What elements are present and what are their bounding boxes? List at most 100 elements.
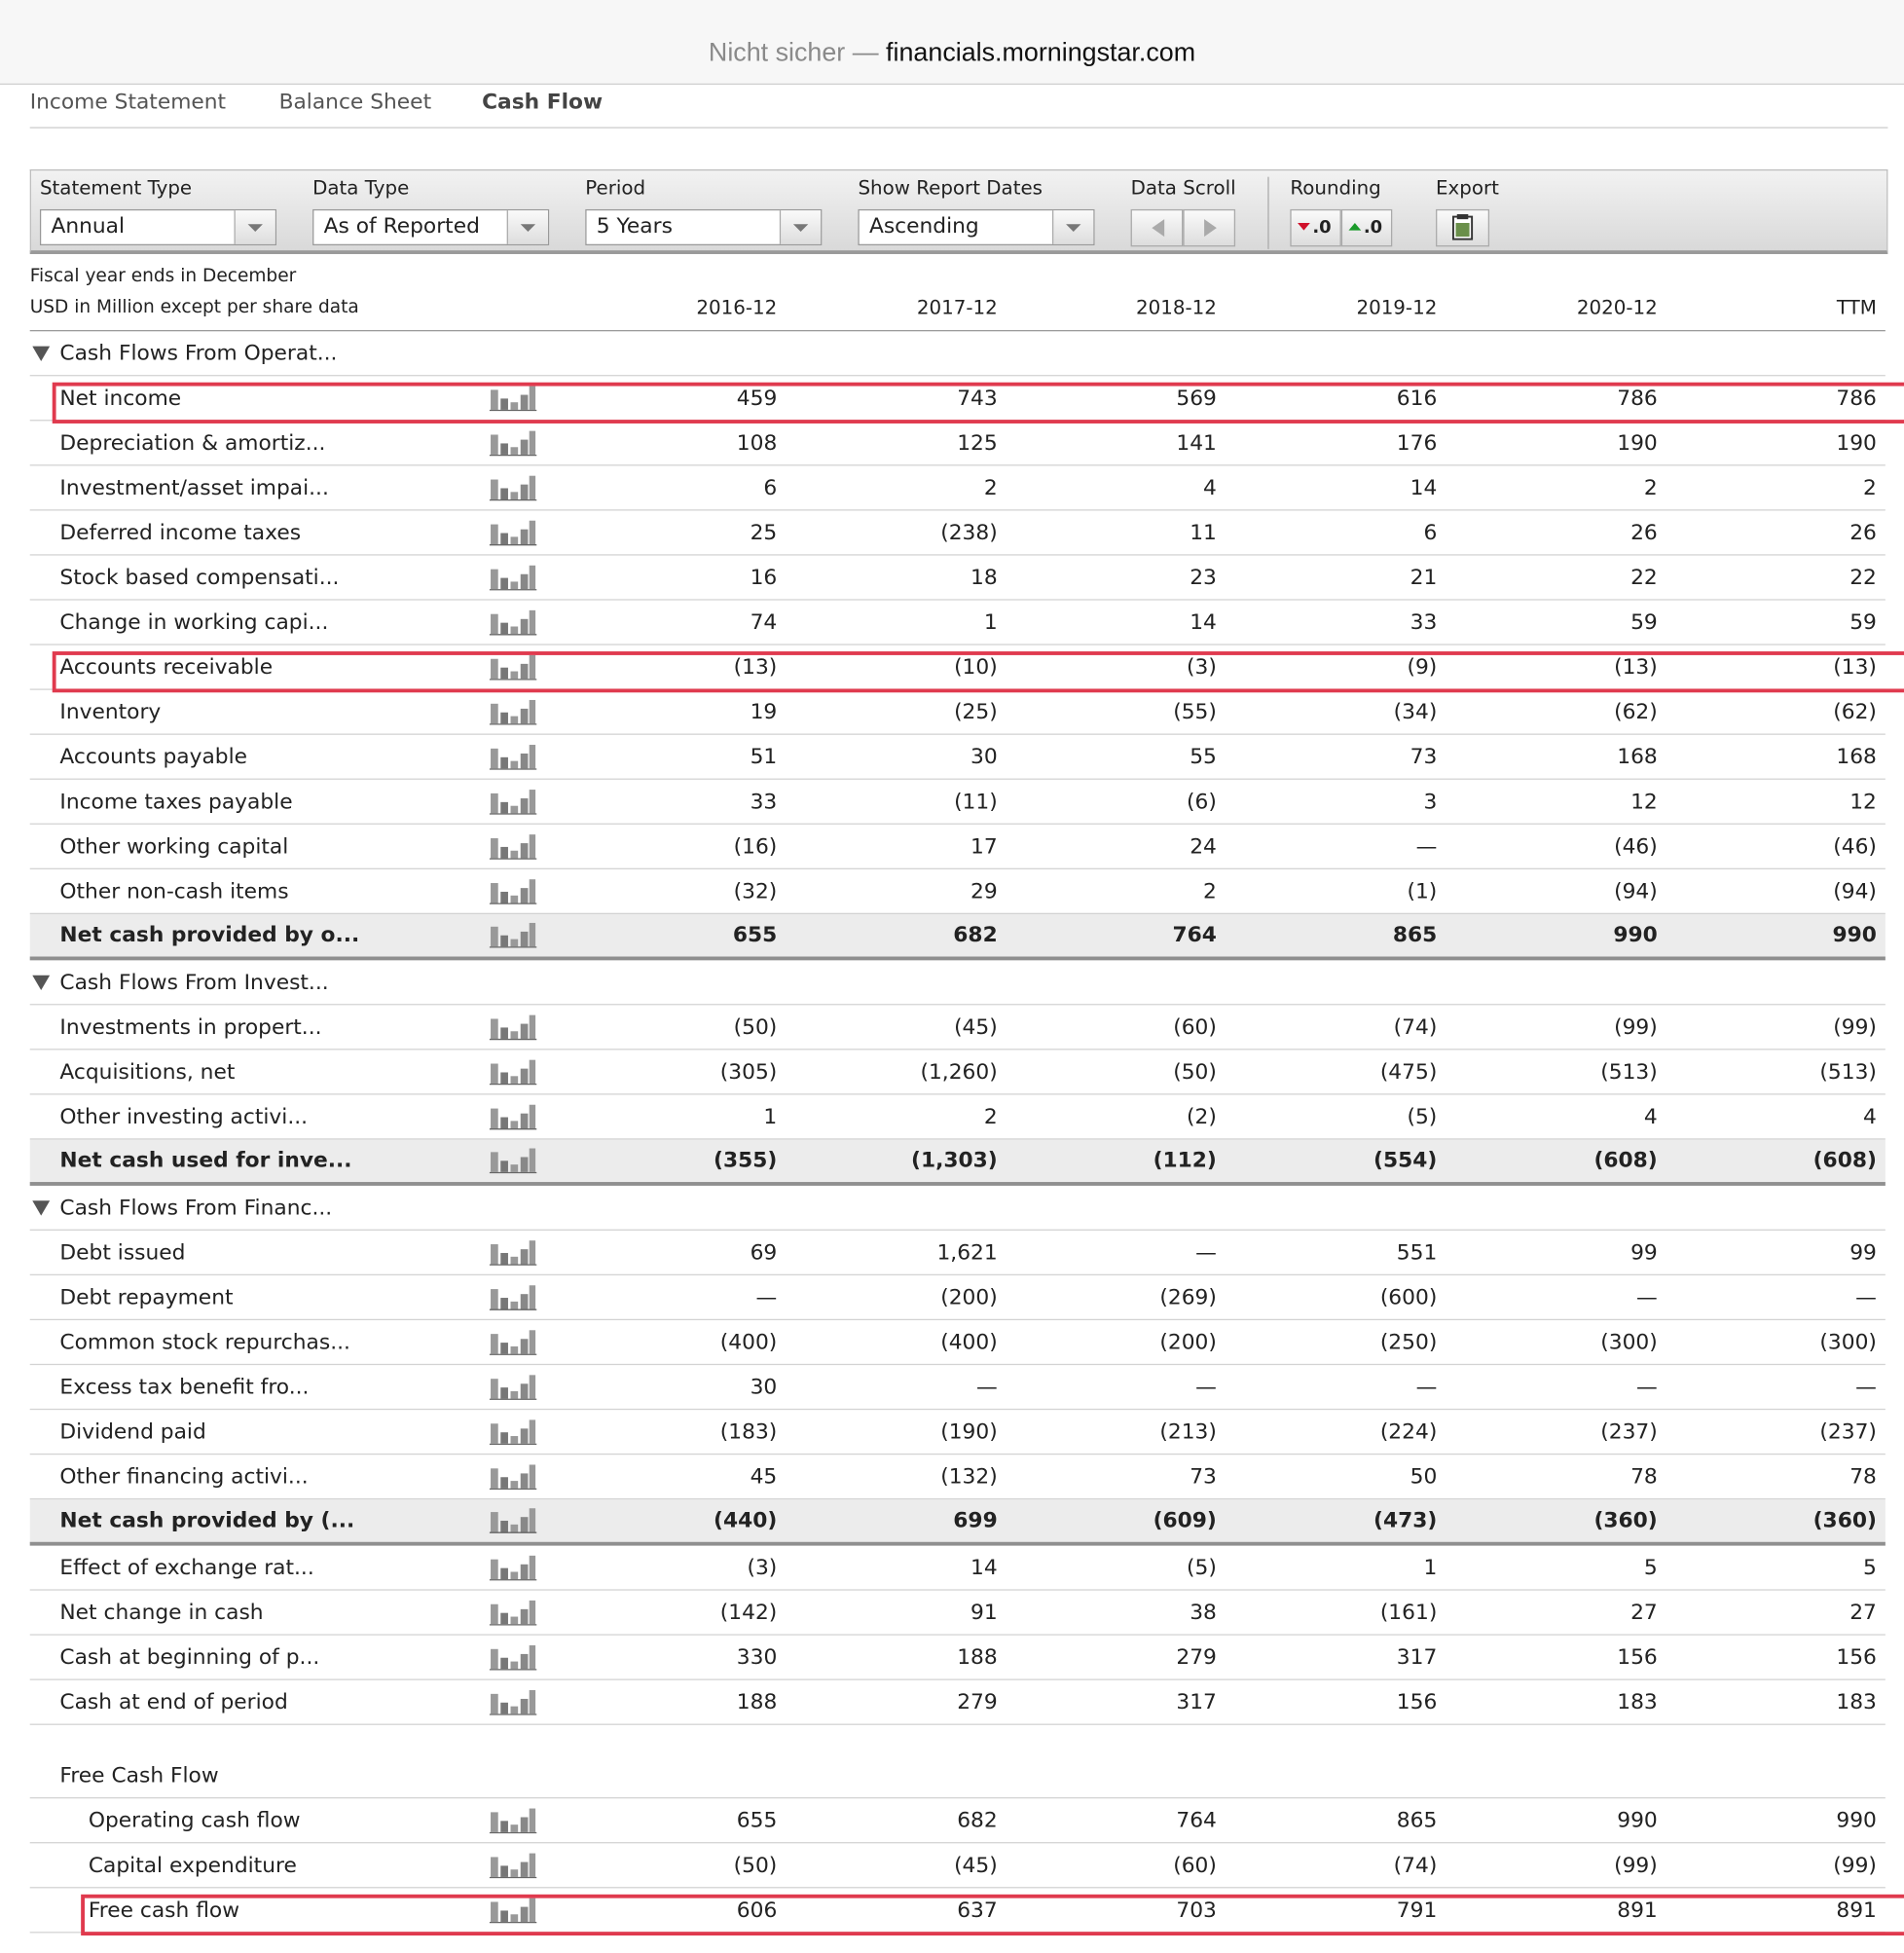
tab[interactable]: Balance Sheet [278, 90, 432, 115]
chart-icon[interactable] [489, 1013, 537, 1041]
chart-icon[interactable] [489, 608, 537, 636]
rounding-button[interactable]: .0 [1290, 208, 1341, 247]
rounding-button[interactable]: .0 [1340, 208, 1393, 247]
chart-icon[interactable] [489, 1599, 537, 1626]
toolbar-label: Show Report Dates [858, 176, 1044, 200]
chart-icon[interactable] [489, 564, 537, 591]
cell-value: (238) [940, 520, 998, 545]
chart-icon[interactable] [489, 1103, 537, 1130]
chart-icon[interactable] [489, 698, 537, 725]
cell-value: (142) [719, 1600, 778, 1625]
chart-icon[interactable] [489, 1238, 537, 1266]
chart-icon[interactable] [489, 1283, 537, 1310]
row-label: Net cash used for inve... [59, 1148, 352, 1174]
total-row: Net cash used for inve... (355) (1,303) (11… [29, 1139, 1886, 1186]
cell-value: (6) [1187, 789, 1217, 815]
row-label: Other non-cash items [59, 878, 289, 904]
cell-value: 764 [1172, 922, 1217, 948]
cell-value: 156 [1396, 1689, 1438, 1714]
cell-value: 4 [1863, 1104, 1877, 1129]
chart-icon[interactable] [489, 1507, 537, 1534]
table-row: Accounts payable 51 30 55 73 168 168 [29, 735, 1886, 780]
table-row: Income taxes payable 33 (11) (6) 3 12 12 [29, 780, 1886, 825]
tab[interactable]: Cash Flow [482, 90, 604, 115]
row-label: Debt issued [59, 1239, 186, 1266]
cell-value: — [1415, 833, 1438, 860]
cell-value: 616 [1396, 385, 1438, 411]
cell-value: 99 [1849, 1239, 1877, 1266]
chart-icon[interactable] [489, 1058, 537, 1086]
chart-icon[interactable] [489, 788, 537, 815]
collapse-triangle[interactable] [32, 345, 51, 362]
scroll-button[interactable] [1130, 208, 1184, 247]
row-label: Common stock repurchas... [59, 1329, 350, 1355]
chart-icon[interactable] [489, 1897, 537, 1924]
toolbar-label: Data Type [312, 176, 410, 200]
cell-value: 25 [750, 520, 778, 545]
cell-value: (132) [940, 1463, 998, 1490]
dropdown-arrow [1052, 210, 1094, 244]
note: USD in Million except per share data [29, 297, 359, 318]
dropdown[interactable]: As of Reported [312, 208, 550, 246]
chart-icon[interactable] [489, 429, 537, 457]
rounding-text: .0 [1312, 217, 1332, 239]
cell-value: 2 [983, 475, 998, 500]
table-row: Acquisitions, net (305) (1,260) (50) (475) (5… [29, 1050, 1886, 1095]
row-label: Inventory [59, 699, 162, 724]
cell-value: 59 [1849, 609, 1877, 635]
chart-icon[interactable] [489, 743, 537, 770]
cell-value: (400) [940, 1329, 998, 1355]
cell-value: 45 [750, 1463, 778, 1490]
chart-icon[interactable] [489, 385, 537, 412]
dropdown[interactable]: 5 Years [585, 208, 823, 246]
chart-icon[interactable] [489, 474, 537, 501]
chart-icon[interactable] [489, 1643, 537, 1671]
chart-icon[interactable] [489, 653, 537, 681]
row-label: Other financing activi... [59, 1463, 309, 1490]
dropdown-arrow [506, 210, 548, 244]
scroll-button[interactable] [1183, 208, 1236, 247]
cell-value: (1) [1407, 878, 1438, 904]
cell-value: (1,260) [920, 1059, 998, 1085]
chart-icon[interactable] [489, 922, 537, 949]
tab-divider [29, 127, 1888, 129]
cell-value: — [1195, 1374, 1217, 1400]
chart-icon[interactable] [489, 1147, 537, 1174]
dropdown[interactable]: Ascending [858, 208, 1095, 246]
cell-value: (400) [719, 1329, 778, 1355]
cell-value: (200) [1159, 1329, 1217, 1355]
arrow-icon [520, 224, 536, 232]
cell-value: 69 [750, 1239, 778, 1266]
cell-value: (2) [1187, 1104, 1217, 1129]
cell-value: 27 [1630, 1600, 1658, 1625]
chart-icon[interactable] [489, 519, 537, 546]
cell-value: 682 [953, 922, 998, 948]
cell-value: 891 [1617, 1898, 1658, 1923]
chart-icon[interactable] [489, 1328, 537, 1355]
cell-value: 29 [970, 878, 998, 904]
chart-icon[interactable] [489, 1554, 537, 1581]
collapse-triangle[interactable] [32, 1199, 51, 1217]
cell-value: 51 [750, 744, 778, 769]
chart-icon[interactable] [489, 832, 537, 860]
cell-value: 1 [763, 1104, 778, 1129]
table-row: Inventory 19 (25) (55) (34) (62) (62) [29, 690, 1886, 735]
dropdown-arrow [779, 210, 822, 244]
dropdown[interactable]: Annual [39, 208, 277, 246]
chart-icon[interactable] [489, 1373, 537, 1400]
chart-icon[interactable] [489, 877, 537, 904]
collapse-triangle[interactable] [32, 974, 51, 991]
table-row: Cash at beginning of p... 330 188 279 317 156… [29, 1636, 1886, 1680]
cell-value: 91 [970, 1600, 998, 1625]
chart-icon[interactable] [489, 1807, 537, 1834]
cell-value: (25) [954, 699, 998, 724]
export-button[interactable] [1436, 208, 1490, 247]
cell-value: (237) [1600, 1419, 1658, 1445]
cell-value: (473) [1373, 1508, 1438, 1533]
chart-icon[interactable] [489, 1852, 537, 1879]
cell-value: (183) [719, 1419, 778, 1445]
chart-icon[interactable] [489, 1418, 537, 1445]
chart-icon[interactable] [489, 1463, 537, 1491]
tab[interactable]: Income Statement [29, 90, 227, 115]
chart-icon[interactable] [489, 1688, 537, 1715]
